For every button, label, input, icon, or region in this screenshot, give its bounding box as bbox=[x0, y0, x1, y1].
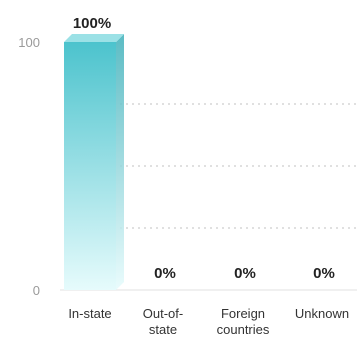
x-tick-label: Out-of-state bbox=[143, 306, 183, 337]
x-tick-label-line: In-state bbox=[68, 306, 111, 321]
x-tick-label: In-state bbox=[68, 306, 111, 321]
x-tick-label-line: Foreign bbox=[221, 306, 265, 321]
bar-side bbox=[116, 34, 124, 290]
data-label: 0% bbox=[154, 265, 176, 282]
x-tick-label-line: countries bbox=[217, 322, 270, 337]
bars bbox=[64, 34, 124, 290]
bar bbox=[64, 34, 124, 290]
x-tick-label: Foreign countries bbox=[217, 306, 270, 337]
y-tick-label: 0 bbox=[33, 283, 40, 298]
data-label: 0% bbox=[313, 265, 335, 282]
labels: 100% In-state 0% Out-of-state 0% Foreign count… bbox=[68, 15, 349, 337]
y-axis: 100 0 bbox=[18, 35, 40, 298]
x-tick-label-line: Unknown bbox=[295, 306, 349, 321]
y-tick-label: 100 bbox=[18, 35, 40, 50]
x-tick-label: Unknown bbox=[295, 306, 349, 321]
data-label: 0% bbox=[234, 265, 256, 282]
bar-top bbox=[64, 34, 124, 42]
x-tick-label-line: state bbox=[149, 322, 177, 337]
data-label: 100% bbox=[73, 15, 111, 32]
x-tick-label-line: Out-of- bbox=[143, 306, 183, 321]
bar-face bbox=[64, 42, 116, 290]
